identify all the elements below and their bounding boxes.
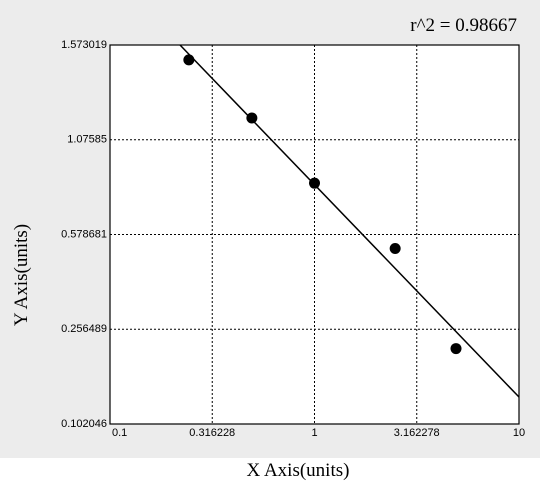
y-tick-label: 1.573019 [61, 39, 107, 51]
x-axis-title: X Axis(units) [247, 460, 350, 481]
r-squared: r^2 = 0.98667 [410, 15, 517, 36]
data-point [183, 54, 195, 66]
fit-line [179, 44, 520, 398]
x-tick-label: 0.316228 [189, 427, 235, 439]
x-tick-label: 10 [513, 427, 525, 439]
plot-border [109, 44, 520, 425]
x-tick-label: 0.1 [112, 427, 127, 439]
y-tick-label: 0.102046 [61, 418, 107, 430]
data-point [309, 177, 320, 189]
data-point [389, 243, 401, 255]
y-axis-title: Y Axis(units) [11, 224, 32, 326]
y-tick-label: 0.256489 [61, 323, 107, 335]
y-tick-label: 1.07585 [67, 134, 107, 146]
data-point [246, 112, 258, 124]
y-tick-label: 0.578681 [61, 228, 107, 240]
data-point [450, 343, 462, 355]
x-tick-label: 3.162278 [394, 427, 440, 439]
x-tick-label: 1 [311, 427, 317, 439]
